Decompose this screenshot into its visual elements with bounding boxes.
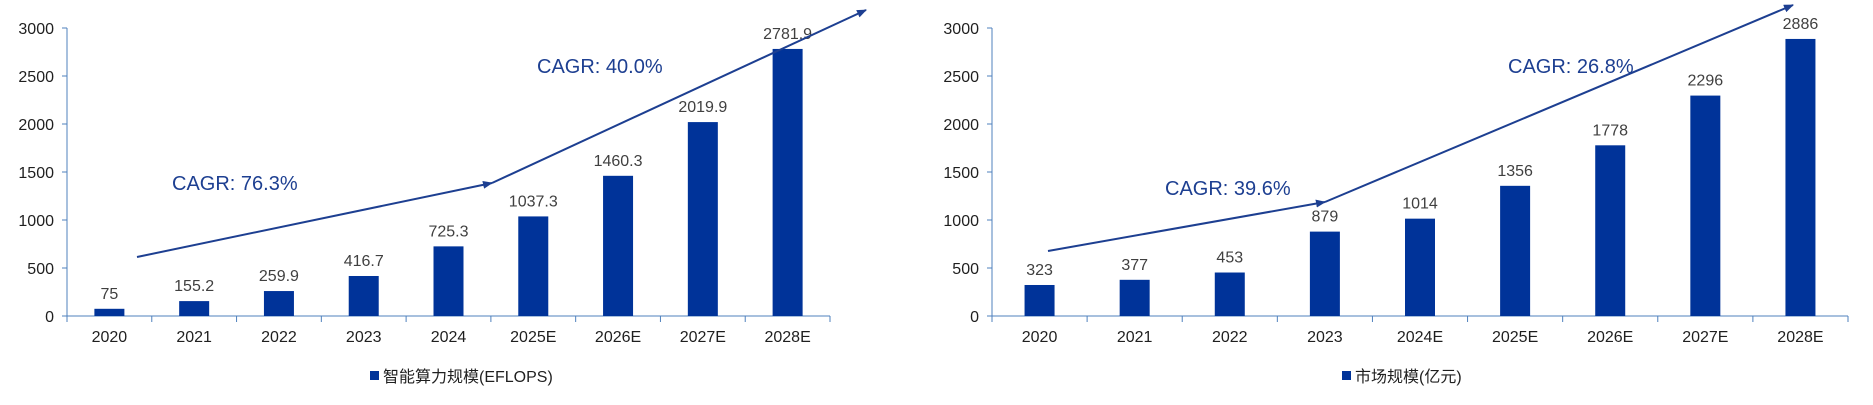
market-cagr-label: CAGR: 39.6% [1165,178,1291,200]
market-cagr-arrow [1047,199,1326,252]
market-bar-value-label: 879 [1312,209,1339,226]
market-y-tick-label: 500 [952,261,979,278]
compute-bar-value-label: 75 [100,286,118,303]
market-y-tick-label: 2000 [943,117,979,134]
market-legend-label: 市场规模(亿元) [1355,368,1462,386]
market-bar [1119,279,1150,316]
compute-x-tick-label: 2022 [261,329,297,346]
compute-bar [518,216,549,316]
market-bar [1309,231,1340,316]
market-bar [1500,185,1531,316]
market-bar-value-label: 453 [1216,250,1243,267]
compute-x-tick-label: 2021 [176,329,212,346]
compute-y-tick-label: 1000 [18,213,54,230]
compute-x-tick-label: 2025E [510,329,556,346]
compute-y-tick-label: 500 [27,261,54,278]
compute-bar-value-label: 416.7 [344,253,384,270]
compute-cagr-label: CAGR: 40.0% [537,56,663,78]
compute-bar-value-label: 725.3 [428,223,468,240]
compute-cagr-arrow [491,9,867,184]
market-bar-value-label: 377 [1121,257,1148,274]
market-x-tick-label: 2025E [1492,329,1538,346]
compute-x-tick-label: 2027E [680,329,726,346]
compute-bar-value-label: 1037.3 [509,193,558,210]
market-bar-value-label: 1014 [1402,196,1438,213]
compute-legend-label: 智能算力规模(EFLOPS) [383,367,553,386]
market-bar [1690,95,1721,316]
compute-cagr-label: CAGR: 76.3% [172,173,298,195]
market-bar-value-label: 1778 [1592,122,1628,139]
compute-legend-swatch [370,371,379,380]
compute-scale-chart: 0 500 1000 1500 2000 2500 3000 75 2020 155.2 2021 2… [0,0,930,405]
compute-bar [263,291,294,316]
market-bar-value-label: 1356 [1497,163,1533,180]
compute-x-tick-label: 2020 [92,329,128,346]
compute-bar [687,122,718,316]
compute-bar-value-label: 155.2 [174,278,214,295]
compute-bar [348,275,379,316]
market-x-tick-label: 2020 [1022,329,1058,346]
compute-bar [772,48,803,317]
market-bar-value-label: 2886 [1783,16,1819,33]
compute-bar [603,175,634,316]
compute-scale-chart-svg: 0 500 1000 1500 2000 2500 3000 75 2020 155.2 2021 2… [18,9,867,386]
market-bar [1785,38,1816,316]
compute-y-tick-label: 1500 [18,165,54,182]
market-y-tick-label: 1000 [943,213,979,230]
compute-bar [179,301,210,316]
market-bar [1595,145,1626,316]
compute-y-tick-label: 2000 [18,117,54,134]
market-y-tick-label: 1500 [943,165,979,182]
market-y-tick-label: 2500 [943,69,979,86]
compute-bar-value-label: 2019.9 [678,99,727,116]
compute-bar-value-label: 1460.3 [594,153,643,170]
market-bar [1405,218,1435,316]
market-y-tick-label: 0 [970,309,979,326]
market-size-chart: 0 500 1000 1500 2000 2500 3000 323 2020 377 2021 45… [930,0,1873,405]
market-x-tick-label: 2026E [1587,329,1633,346]
market-x-tick-label: 2027E [1682,329,1728,346]
compute-bar [433,246,464,316]
compute-bar-value-label: 259.9 [259,268,299,285]
market-x-tick-label: 2021 [1117,329,1153,346]
market-bar-value-label: 2296 [1688,73,1724,90]
market-x-tick-label: 2024E [1397,329,1443,346]
market-bar-value-label: 323 [1026,262,1053,279]
compute-bar-value-label: 2781.9 [763,26,812,43]
market-bar [1024,284,1055,316]
compute-x-tick-label: 2024 [431,329,467,346]
compute-cagr-arrow [136,180,493,258]
market-size-chart-svg: 0 500 1000 1500 2000 2500 3000 323 2020 377 2021 45… [943,4,1849,386]
market-x-tick-label: 2023 [1307,329,1343,346]
compute-x-tick-label: 2023 [346,329,382,346]
market-cagr-label: CAGR: 26.8% [1508,56,1634,78]
market-x-tick-label: 2022 [1212,329,1248,346]
compute-x-tick-label: 2026E [595,329,641,346]
compute-y-tick-label: 3000 [18,21,54,38]
market-cagr-arrow [1324,4,1794,203]
market-x-tick-label: 2028E [1777,329,1823,346]
market-y-tick-label: 3000 [943,21,979,38]
compute-x-tick-label: 2028E [764,329,810,346]
market-legend-swatch [1342,371,1351,380]
market-bar [1214,272,1245,316]
compute-bar [94,308,125,316]
compute-y-tick-label: 0 [45,309,54,326]
compute-y-tick-label: 2500 [18,69,54,86]
